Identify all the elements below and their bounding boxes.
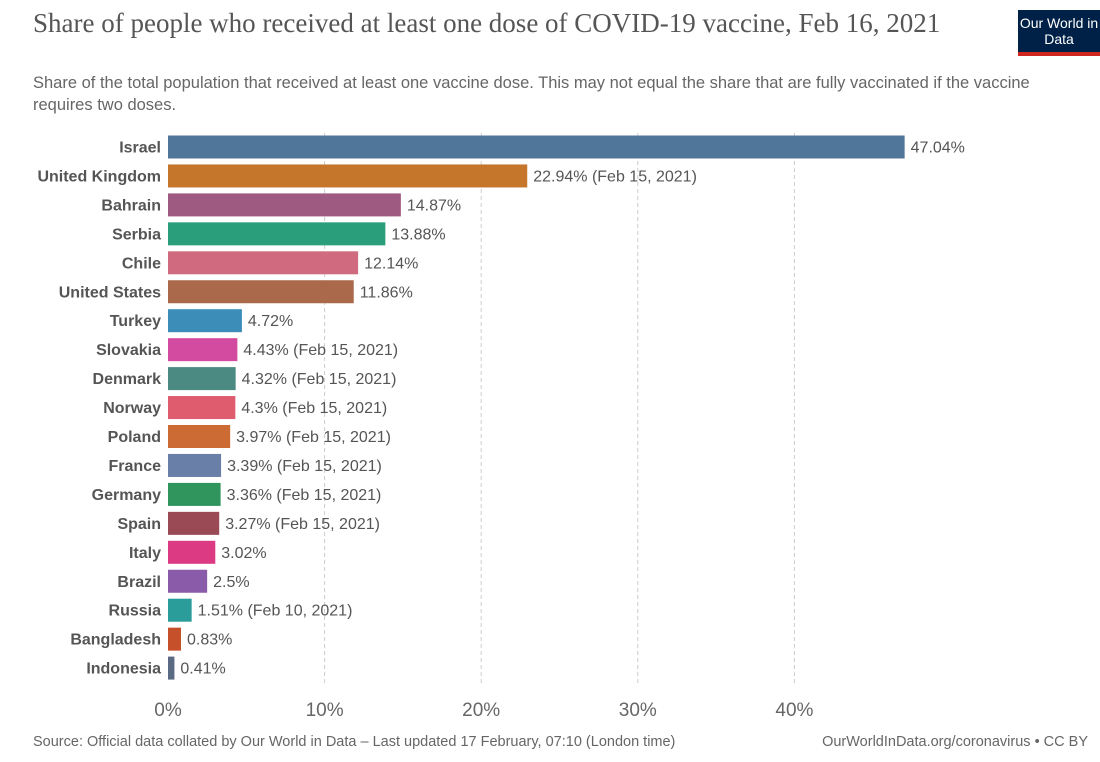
category-label: Bahrain <box>101 197 161 214</box>
x-tick-label: 10% <box>306 700 344 721</box>
chart-subtitle: Share of the total population that recei… <box>33 74 1030 114</box>
data-label: 0.83% <box>187 632 232 649</box>
data-label: 3.02% <box>221 545 266 562</box>
bar[interactable] <box>168 425 231 448</box>
bar[interactable] <box>168 396 236 420</box>
bar[interactable] <box>168 193 401 217</box>
owid-logo[interactable]: Our World in Data <box>1018 10 1100 56</box>
category-label: France <box>109 458 162 475</box>
bar[interactable] <box>168 309 242 333</box>
data-label: 1.51% (Feb 10, 2021) <box>198 603 353 620</box>
data-label: 47.04% <box>911 140 965 157</box>
bar[interactable] <box>168 222 386 246</box>
data-label: 12.14% <box>364 255 418 272</box>
category-label: Brazil <box>117 574 161 591</box>
category-label: Israel <box>119 140 161 157</box>
category-label: Serbia <box>112 226 161 243</box>
bar[interactable] <box>168 511 220 535</box>
license-link[interactable]: OurWorldInData.org/coronavirus • CC BY <box>822 734 1088 750</box>
data-label: 0.41% <box>180 661 225 678</box>
chart-title: Share of people who received at least on… <box>33 8 941 38</box>
category-label: Bangladesh <box>70 632 161 649</box>
category-label: Norway <box>103 400 161 417</box>
bar[interactable] <box>168 598 192 622</box>
category-label: Indonesia <box>86 661 161 678</box>
bar[interactable] <box>168 627 181 651</box>
bar[interactable] <box>168 338 238 362</box>
category-label: Italy <box>129 545 161 562</box>
category-label: Spain <box>117 516 161 533</box>
data-label: 11.86% <box>360 284 413 301</box>
bar[interactable] <box>168 367 236 391</box>
category-label: United States <box>59 284 161 301</box>
source-note[interactable]: Source: Official data collated by Our Wo… <box>33 734 676 750</box>
bar[interactable] <box>168 482 221 506</box>
x-tick-label: 20% <box>462 700 500 721</box>
bar[interactable] <box>168 656 175 680</box>
data-label: 3.39% (Feb 15, 2021) <box>227 458 382 475</box>
bar[interactable] <box>168 135 905 159</box>
category-label: Russia <box>109 603 162 620</box>
data-label: 4.43% (Feb 15, 2021) <box>243 342 398 359</box>
bar[interactable] <box>168 164 528 188</box>
data-label: 4.3% (Feb 15, 2021) <box>241 400 387 417</box>
category-label: Denmark <box>93 371 162 388</box>
data-label: 3.97% (Feb 15, 2021) <box>236 429 391 446</box>
category-label: Turkey <box>110 313 161 330</box>
bar[interactable] <box>168 280 354 304</box>
bar[interactable] <box>168 540 216 564</box>
category-label: Germany <box>92 487 161 504</box>
x-tick-label: 0% <box>154 700 182 721</box>
category-label: Chile <box>122 255 161 272</box>
data-label: 3.36% (Feb 15, 2021) <box>227 487 382 504</box>
data-label: 14.87% <box>407 197 461 214</box>
data-label: 13.88% <box>391 226 445 243</box>
x-tick-label: 40% <box>775 700 813 721</box>
x-tick-label: 30% <box>619 700 657 721</box>
data-label: 2.5% <box>213 574 249 591</box>
bar[interactable] <box>168 569 208 593</box>
category-label: Poland <box>108 429 161 446</box>
data-label: 22.94% (Feb 15, 2021) <box>533 168 697 185</box>
category-label: Slovakia <box>96 342 161 359</box>
data-label: 4.32% (Feb 15, 2021) <box>242 371 397 388</box>
data-label: 3.27% (Feb 15, 2021) <box>225 516 380 533</box>
data-label: 4.72% <box>248 313 293 330</box>
category-label: United Kingdom <box>37 168 161 185</box>
bar[interactable] <box>168 453 222 477</box>
bar[interactable] <box>168 251 359 275</box>
